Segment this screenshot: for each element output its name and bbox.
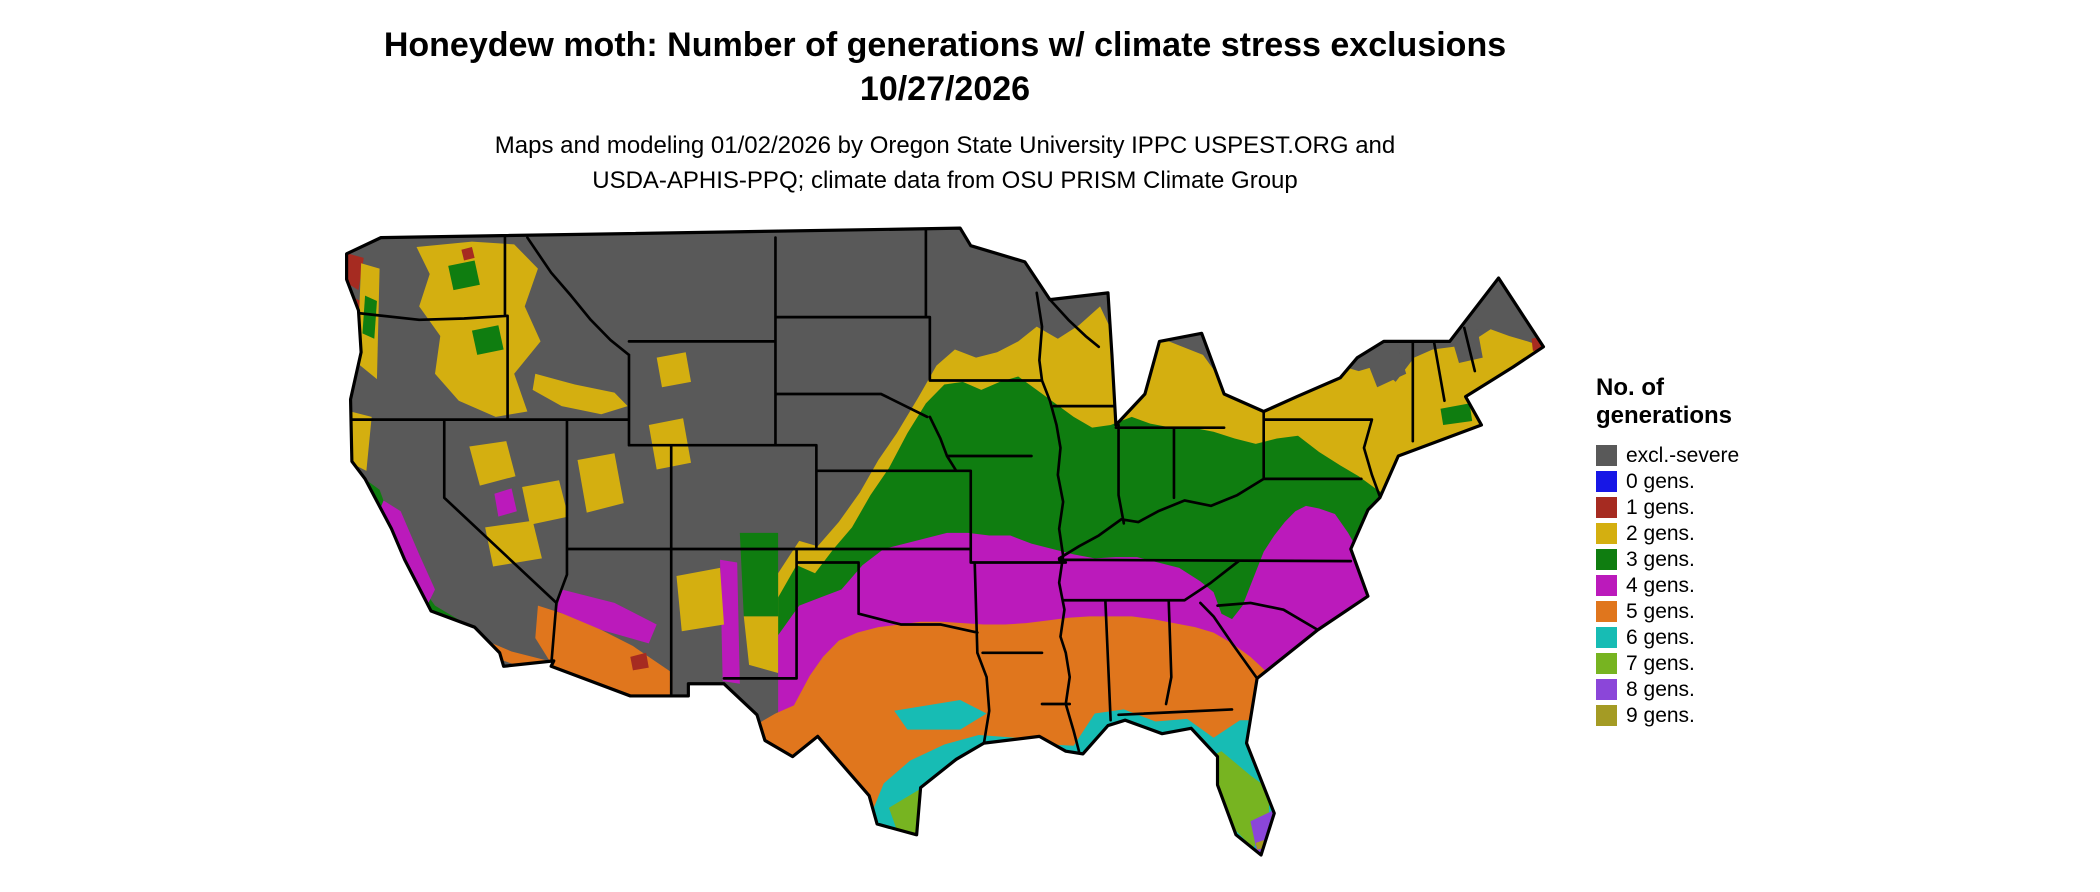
map-region-3gens-ewash bbox=[448, 260, 480, 291]
legend-swatch bbox=[1596, 705, 1617, 727]
state-borders bbox=[349, 228, 1477, 753]
legend-title-line2: generations bbox=[1596, 402, 1733, 430]
legend-item: 9 gens. bbox=[1596, 703, 1846, 729]
legend: No. of generations excl.-severe 0 gens. 1 … bbox=[1596, 374, 1846, 729]
legend-item: 6 gens. bbox=[1596, 625, 1846, 651]
legend-item: 8 gens. bbox=[1596, 677, 1846, 703]
legend-swatch bbox=[1596, 679, 1617, 701]
map-region-2gens-snake-plain bbox=[532, 373, 628, 415]
map-region-2gens-west-nm bbox=[676, 567, 724, 632]
legend-swatch bbox=[1596, 523, 1617, 545]
legend-swatch bbox=[1596, 549, 1617, 571]
legend-item-label: 5 gens. bbox=[1626, 599, 1695, 623]
map-region-1gen-az-speck bbox=[630, 652, 649, 671]
map-region-3gens-ewash2 bbox=[471, 325, 504, 355]
legend-item: 7 gens. bbox=[1596, 651, 1846, 677]
map-region-2gens-nv1 bbox=[469, 441, 516, 486]
map-region-2gens-se-nm bbox=[743, 616, 779, 674]
legend-item: 1 gens. bbox=[1596, 495, 1846, 521]
subtitle-line1: Maps and modeling 01/02/2026 by Oregon S… bbox=[494, 132, 1396, 160]
map-region-6gens-central-texas bbox=[894, 699, 987, 730]
legend-swatch bbox=[1596, 575, 1617, 597]
legend-swatch bbox=[1596, 471, 1617, 493]
legend-swatch bbox=[1596, 445, 1617, 467]
legend-item: 5 gens. bbox=[1596, 599, 1846, 625]
map-region-2gens-nocal-coast bbox=[350, 411, 372, 471]
legend-title-line1: No. of bbox=[1596, 374, 1664, 401]
map-title-date: 10/27/2026 bbox=[859, 69, 1031, 108]
map-region-2gens-utah bbox=[577, 453, 624, 513]
map-region-3gens-new-england-coast bbox=[1440, 403, 1473, 425]
us-border-outline bbox=[345, 226, 1546, 857]
legend-swatch bbox=[1596, 627, 1617, 649]
map-region-2gens-nv2 bbox=[522, 480, 569, 525]
map-region-4gens-rio-grande bbox=[720, 559, 740, 684]
legend-item-label: 8 gens. bbox=[1626, 677, 1695, 701]
map-region-4gens-nv-streak bbox=[494, 488, 517, 517]
subtitle-line2: USDA-APHIS-PPQ; climate data from OSU PR… bbox=[592, 166, 1298, 194]
us-generations-map bbox=[345, 226, 1546, 857]
legend-swatch bbox=[1596, 497, 1617, 519]
legend-item-label: 0 gens. bbox=[1626, 469, 1695, 493]
legend-item-label: 9 gens. bbox=[1626, 703, 1695, 727]
map-region-2gens-nv3 bbox=[485, 520, 542, 567]
map-region-5gens-az-desert bbox=[535, 605, 673, 696]
map-region-4gens-az-band bbox=[556, 589, 657, 644]
map-region-excl-white-mtns bbox=[1451, 329, 1483, 363]
legend-item-label: 1 gens. bbox=[1626, 495, 1695, 519]
legend-item-label: 7 gens. bbox=[1626, 651, 1695, 675]
legend-item-label: 6 gens. bbox=[1626, 625, 1695, 649]
legend-title: No. of generations bbox=[1596, 374, 1846, 431]
map-region-3gens-willamette bbox=[362, 295, 377, 339]
legend-item: 4 gens. bbox=[1596, 573, 1846, 599]
map-region-5gens-band bbox=[756, 616, 1285, 855]
legend-item: excl.-severe bbox=[1596, 443, 1846, 469]
legend-item-label: 2 gens. bbox=[1626, 521, 1695, 545]
map-title-line1: Honeydew moth: Number of generations w/ … bbox=[383, 26, 1507, 64]
legend-swatch bbox=[1596, 601, 1617, 623]
legend-items: excl.-severe 0 gens. 1 gens. 2 gens. 3 gens.… bbox=[1596, 443, 1846, 729]
legend-swatch bbox=[1596, 653, 1617, 675]
legend-item-label: 3 gens. bbox=[1626, 547, 1695, 571]
legend-item: 3 gens. bbox=[1596, 547, 1846, 573]
legend-item-label: excl.-severe bbox=[1626, 443, 1740, 467]
map-region-3gens-east-nm bbox=[739, 532, 779, 617]
map-region-1gen-ewash-speck bbox=[461, 247, 475, 261]
map-region-1gen-wa-coast bbox=[346, 252, 364, 291]
map-region-2gens-wyoming bbox=[656, 352, 692, 388]
legend-item: 2 gens. bbox=[1596, 521, 1846, 547]
header: Honeydew moth: Number of generations w/ … bbox=[0, 24, 1890, 199]
legend-item-label: 4 gens. bbox=[1626, 573, 1695, 597]
map-subtitle: Maps and modeling 01/02/2026 by Oregon S… bbox=[0, 129, 1890, 199]
legend-item: 0 gens. bbox=[1596, 469, 1846, 495]
